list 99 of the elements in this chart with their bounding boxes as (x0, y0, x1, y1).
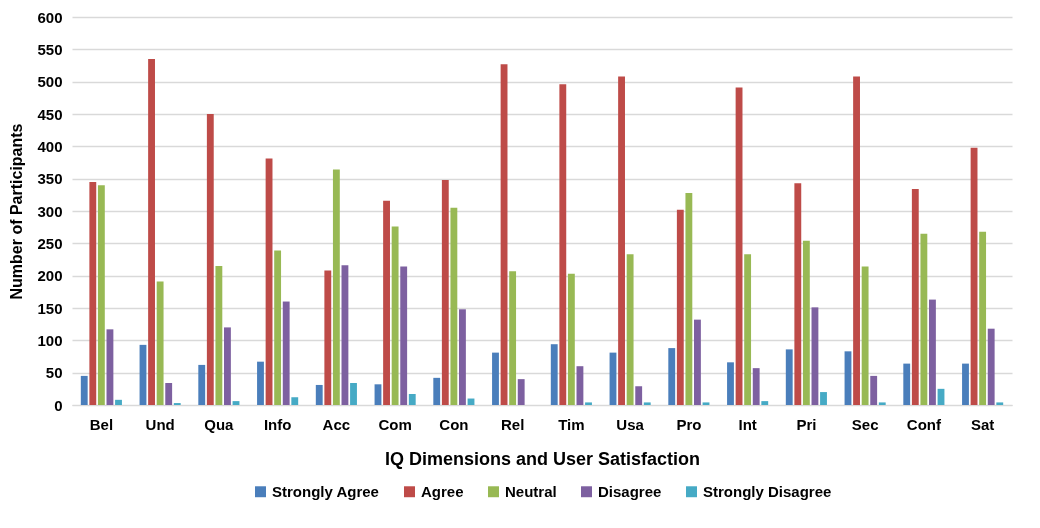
bar (224, 327, 231, 405)
bar (685, 192, 693, 405)
bar (391, 226, 399, 405)
bar (509, 271, 517, 405)
y-tick-label: 100 (37, 331, 63, 349)
bar (618, 76, 625, 405)
bar (115, 399, 122, 405)
bar (585, 402, 592, 405)
bar (282, 301, 290, 405)
legend-label: Neutral (505, 482, 557, 500)
x-tick-label: Bel (89, 415, 114, 433)
x-tick-label: Sec (851, 415, 879, 433)
y-tick-label: 350 (37, 170, 63, 188)
x-tick-label: Info (263, 415, 292, 433)
bar (785, 349, 793, 405)
bar (517, 379, 525, 405)
bar (626, 254, 634, 405)
bar (702, 402, 710, 405)
bar (911, 189, 919, 405)
x-tick-label: Conf (906, 415, 942, 433)
bar (559, 84, 567, 405)
legend-label: Disagree (598, 482, 662, 500)
y-tick-label: 450 (37, 105, 63, 123)
y-tick-label: 300 (37, 202, 63, 220)
bar (861, 266, 869, 405)
bar (987, 328, 995, 405)
bar (676, 209, 684, 405)
x-tick-label: Com (378, 415, 412, 433)
x-tick-label: Con (439, 415, 469, 433)
bar (820, 392, 827, 405)
bar (962, 363, 969, 405)
legend-label: Strongly Agree (272, 482, 379, 500)
bar (257, 361, 264, 405)
bar (80, 375, 88, 405)
bar (433, 377, 441, 405)
bar (752, 368, 760, 405)
y-tick-label: 0 (54, 396, 63, 414)
bar (492, 352, 499, 405)
bar (148, 59, 155, 405)
bar (274, 250, 282, 405)
x-tick-label: Und (145, 415, 175, 433)
y-tick-label: 50 (45, 364, 63, 382)
x-tick-label: Qua (204, 415, 235, 433)
bar (903, 363, 911, 405)
y-tick-label: 500 (37, 73, 63, 91)
bar (996, 402, 1004, 405)
y-tick-label: 150 (37, 299, 63, 317)
y-tick-label: 250 (37, 234, 63, 252)
x-tick-label: Tim (558, 415, 585, 433)
x-tick-label: Acc (322, 415, 351, 433)
bar (315, 384, 323, 405)
bar (350, 383, 357, 405)
x-tick-label: Usa (616, 415, 645, 433)
bar (794, 183, 802, 405)
x-tick-label: Sat (970, 415, 995, 433)
bar (727, 362, 734, 405)
bar (408, 394, 416, 405)
bar (383, 200, 390, 405)
y-tick-label: 550 (37, 40, 63, 58)
legend-label: Agree (421, 482, 464, 500)
y-tick-label: 400 (37, 137, 63, 155)
bar (802, 240, 810, 405)
bar (400, 266, 408, 405)
bar (853, 76, 860, 405)
bar (324, 270, 332, 405)
x-tick-label: Int (738, 415, 757, 433)
y-tick-label: 600 (37, 8, 63, 26)
bar (643, 402, 651, 405)
bar (878, 402, 886, 405)
bar (198, 364, 206, 405)
x-tick-label: Rel (500, 415, 525, 433)
x-tick-label: Pro (676, 415, 702, 433)
bar (441, 179, 449, 405)
bar (744, 254, 752, 405)
bar (291, 397, 299, 405)
bar (668, 348, 676, 405)
bar (156, 281, 164, 405)
y-tick-label: 200 (37, 267, 63, 285)
bar (450, 207, 458, 405)
bar (550, 344, 558, 405)
bar (929, 299, 936, 405)
bar (459, 309, 466, 405)
bar (761, 401, 769, 405)
bar (206, 114, 214, 405)
x-tick-label: Pri (796, 415, 817, 433)
bar (870, 375, 878, 405)
bar (567, 273, 575, 405)
bar (694, 319, 701, 405)
bar (332, 169, 340, 405)
y-axis-title: Number of Participants (8, 123, 26, 300)
bar (979, 231, 987, 405)
x-axis-title: IQ Dimensions and User Satisfaction (384, 448, 701, 469)
bar (97, 185, 105, 405)
bar (920, 233, 928, 405)
bar (215, 265, 223, 405)
bar (165, 383, 173, 405)
legend-label: Strongly Disagree (703, 482, 832, 500)
bar (89, 181, 97, 405)
bar (635, 386, 643, 405)
